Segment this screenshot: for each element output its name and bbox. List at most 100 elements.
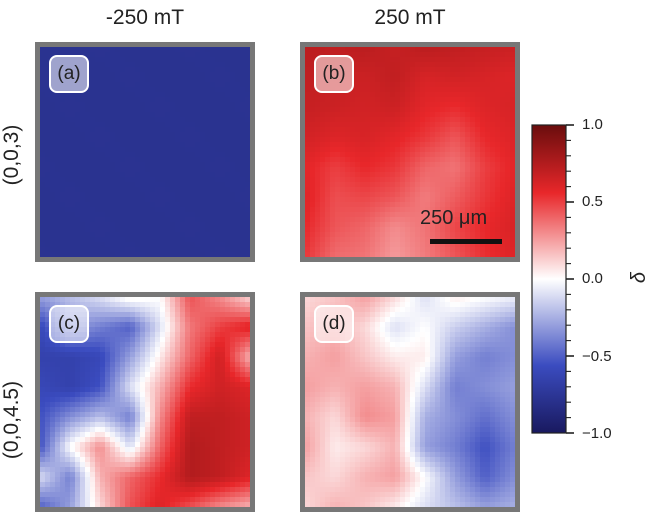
heatmap-cell — [175, 207, 181, 213]
heatmap-cell — [90, 432, 96, 438]
heatmap-cell — [305, 82, 311, 88]
heatmap-cell — [340, 112, 346, 118]
heatmap-cell — [60, 382, 66, 388]
heatmap-cell — [245, 157, 250, 163]
heatmap-cell — [195, 322, 201, 328]
heatmap-cell — [145, 192, 151, 198]
heatmap-cell — [160, 247, 166, 253]
heatmap-cell — [150, 387, 156, 393]
heatmap-cell — [405, 137, 411, 143]
heatmap-cell — [45, 467, 51, 473]
heatmap-cell — [240, 202, 246, 208]
heatmap-cell — [40, 72, 46, 78]
heatmap-cell — [45, 247, 51, 253]
heatmap-cell — [230, 327, 236, 333]
heatmap-cell — [170, 77, 176, 83]
heatmap-cell — [90, 107, 96, 113]
heatmap-cell — [310, 172, 316, 178]
heatmap-cell — [410, 152, 416, 158]
heatmap-cell — [440, 207, 446, 213]
heatmap-cell — [230, 342, 236, 348]
heatmap-cell — [235, 107, 241, 113]
heatmap-cell — [120, 132, 126, 138]
heatmap-cell — [240, 392, 246, 398]
heatmap-cell — [475, 207, 481, 213]
heatmap-cell — [45, 422, 51, 428]
heatmap-cell — [120, 172, 126, 178]
heatmap-cell — [205, 312, 211, 318]
heatmap-cell — [325, 192, 331, 198]
heatmap-cell — [365, 162, 371, 168]
heatmap-cell — [150, 222, 156, 228]
heatmap-cell — [330, 217, 336, 223]
heatmap-cell — [195, 157, 201, 163]
heatmap-cell — [230, 187, 236, 193]
heatmap-cell — [420, 247, 426, 253]
heatmap-cell — [330, 192, 336, 198]
heatmap-cell — [170, 187, 176, 193]
heatmap-cell — [475, 137, 481, 143]
heatmap-cell — [45, 87, 51, 93]
heatmap-cell — [165, 122, 171, 128]
heatmap-cell — [410, 132, 416, 138]
heatmap-cell — [370, 77, 376, 83]
heatmap-cell — [325, 237, 331, 243]
heatmap-cell — [155, 377, 161, 383]
heatmap-cell — [125, 447, 131, 453]
heatmap-cell — [215, 452, 221, 458]
heatmap-cell — [60, 137, 66, 143]
heatmap-cell — [145, 437, 151, 443]
heatmap-cell — [335, 222, 341, 228]
heatmap-cell — [475, 77, 481, 83]
heatmap-cell — [200, 217, 206, 223]
heatmap-cell — [135, 87, 141, 93]
heatmap-cell — [50, 362, 56, 368]
heatmap-cell — [465, 107, 471, 113]
heatmap-cell — [405, 227, 411, 233]
heatmap-cell — [505, 157, 511, 163]
heatmap-cell — [70, 167, 76, 173]
heatmap-cell — [45, 117, 51, 123]
heatmap-cell — [320, 127, 326, 133]
heatmap-cell — [220, 437, 226, 443]
heatmap-cell — [430, 47, 436, 53]
heatmap-cell — [105, 372, 111, 378]
heatmap-cell — [445, 177, 451, 183]
heatmap-cell — [155, 192, 161, 198]
heatmap-cell — [50, 417, 56, 423]
heatmap-cell — [150, 437, 156, 443]
heatmap-cell — [90, 332, 96, 338]
heatmap-cell — [45, 362, 51, 368]
heatmap-cell — [125, 157, 131, 163]
heatmap-cell — [220, 302, 226, 308]
heatmap-cell — [160, 112, 166, 118]
heatmap-cell — [220, 132, 226, 138]
heatmap-cell — [85, 132, 91, 138]
heatmap-cell — [175, 202, 181, 208]
heatmap-cell — [410, 117, 416, 123]
heatmap-cell — [220, 352, 226, 358]
heatmap-cell — [145, 357, 151, 363]
heatmap-cell — [505, 122, 511, 128]
heatmap-cell — [140, 297, 146, 303]
heatmap-cell — [325, 187, 331, 193]
heatmap-cell — [155, 392, 161, 398]
heatmap-cell — [145, 177, 151, 183]
heatmap-cell — [150, 87, 156, 93]
heatmap-cell — [140, 397, 146, 403]
heatmap-cell — [165, 337, 171, 343]
heatmap-cell — [100, 327, 106, 333]
heatmap-cell — [490, 77, 496, 83]
heatmap-cell — [55, 127, 61, 133]
heatmap-cell — [400, 152, 406, 158]
heatmap-cell — [510, 52, 515, 58]
heatmap-cell — [195, 297, 201, 303]
heatmap-cell — [40, 157, 46, 163]
heatmap-cell — [205, 427, 211, 433]
heatmap-cell — [415, 82, 421, 88]
heatmap-cell — [500, 122, 506, 128]
heatmap-cell — [60, 367, 66, 373]
heatmap-cell — [110, 82, 116, 88]
heatmap-cell — [235, 177, 241, 183]
heatmap-cell — [155, 127, 161, 133]
